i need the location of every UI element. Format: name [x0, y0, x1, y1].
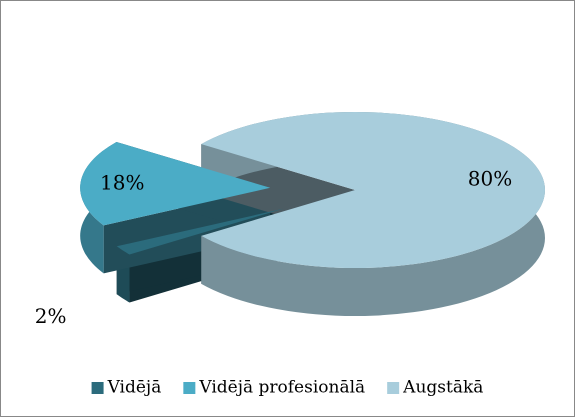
- data-label: 18%: [100, 170, 144, 194]
- slice: [116, 208, 284, 255]
- legend-swatch: [183, 382, 196, 394]
- legend-label: Augstākā: [402, 378, 483, 398]
- data-label: 2%: [35, 304, 67, 328]
- data-label: 80%: [468, 167, 512, 191]
- legend-swatch: [387, 382, 400, 394]
- legend-label: Vidējā: [107, 378, 162, 398]
- legend-label: Vidējā profesionālā: [198, 378, 365, 398]
- legend-swatch: [91, 382, 104, 394]
- slice: [80, 141, 271, 226]
- legend: Vidējā Vidējā profesionālā Augstākā: [91, 378, 483, 398]
- slice: [201, 111, 546, 268]
